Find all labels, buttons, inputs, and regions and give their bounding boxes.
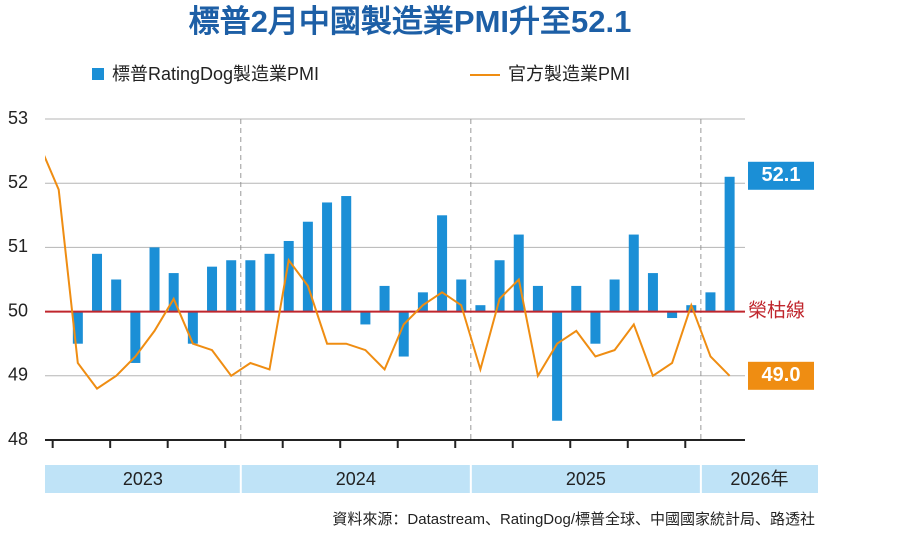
y-tick-label: 50 <box>8 300 28 320</box>
bar <box>226 260 237 312</box>
y-tick-label: 48 <box>8 429 28 449</box>
bar <box>628 234 639 312</box>
bar <box>92 253 103 312</box>
end-label-box <box>748 161 814 190</box>
line <box>45 155 731 390</box>
bar <box>590 311 601 344</box>
legend-label: 官方製造業PMI <box>508 64 630 84</box>
bar <box>494 260 505 312</box>
line-group <box>45 155 731 390</box>
bar <box>322 202 333 312</box>
legend-label: 標普RatingDog製造業PMI <box>112 64 319 84</box>
reference-label: 榮枯線 <box>748 300 805 322</box>
bar <box>149 247 160 312</box>
bar <box>532 285 543 312</box>
bar <box>130 311 141 363</box>
bar <box>437 215 448 312</box>
end-label: 52.1 <box>762 164 801 186</box>
bar <box>283 240 294 312</box>
bar <box>705 292 716 312</box>
bar <box>187 311 198 344</box>
bar <box>417 292 428 312</box>
bar <box>475 305 486 312</box>
bar <box>724 176 735 312</box>
y-tick-label: 52 <box>8 172 28 192</box>
y-tick-label: 53 <box>8 108 28 128</box>
year-label: 2024 <box>336 469 376 489</box>
bar <box>456 279 467 312</box>
bar <box>398 311 409 357</box>
year-band <box>45 465 818 493</box>
bar <box>264 253 275 312</box>
end-label-box <box>748 361 814 390</box>
source-note: 資料來源：Datastream、RatingDog/標普全球、中國國家統計局、路… <box>332 510 815 528</box>
y-tick-label: 49 <box>8 365 28 385</box>
y-tick-label: 51 <box>8 236 28 256</box>
bar <box>609 279 620 312</box>
bar <box>207 266 218 312</box>
bar <box>72 311 83 344</box>
bar <box>513 234 524 312</box>
bar <box>647 273 658 312</box>
bar <box>379 285 390 312</box>
year-label: 2023 <box>123 469 163 489</box>
bar <box>111 279 122 312</box>
bar <box>571 285 582 312</box>
bar <box>667 311 678 319</box>
bar <box>341 196 352 312</box>
bar <box>168 273 179 312</box>
year-label: 2026年 <box>730 469 788 489</box>
bar <box>302 221 313 312</box>
year-label: 2025 <box>566 469 606 489</box>
bar <box>360 311 371 325</box>
bar <box>552 311 563 421</box>
bar <box>245 260 256 312</box>
chart-title: 標普2月中國製造業PMI升至52.1 <box>189 4 632 39</box>
legend-swatch <box>92 68 104 80</box>
end-label: 49.0 <box>762 364 801 386</box>
